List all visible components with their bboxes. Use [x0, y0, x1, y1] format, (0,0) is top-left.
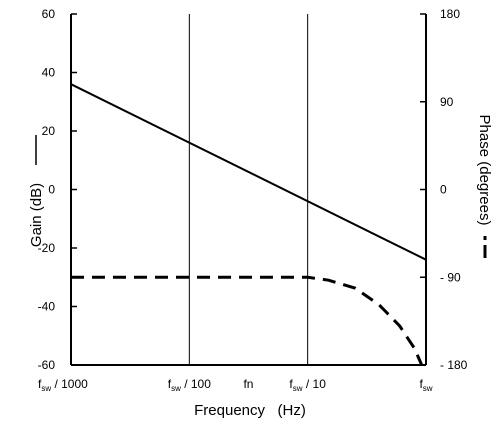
- left-tick-label-1: 40: [42, 66, 56, 80]
- right-axis-title-group: Phase (degrees): [476, 115, 492, 258]
- right-axis-title: Phase (degrees): [476, 115, 492, 226]
- series-layer: [70, 83, 427, 366]
- right-tick-label-1: 90: [440, 95, 454, 109]
- tick-labels: 60 40 20 0 -20 -40 -60 180 90 0 - 90 - 180 fsw / 100…: [38, 7, 468, 393]
- left-tick-label-3: 0: [48, 183, 55, 197]
- axes: [70, 13, 427, 366]
- right-tick-label-0: 180: [440, 7, 460, 21]
- left-tick-label-4: -20: [38, 241, 56, 255]
- x-axis-title: Frequency (Hz): [194, 402, 306, 419]
- gridlines: [188, 14, 309, 365]
- left-axis-title-group: Gain (dB): [28, 135, 45, 247]
- phase-series-line: [71, 275, 424, 366]
- left-tick-label-5: -40: [38, 300, 56, 314]
- x-tick-label-2: fn: [243, 377, 253, 391]
- x-tick-label-3: fsw / 10: [289, 377, 326, 393]
- left-tick-label-2: 20: [42, 124, 56, 138]
- x-tick-label-4: fsw: [419, 377, 432, 393]
- right-tick-label-3: - 90: [440, 270, 461, 284]
- left-axis-title: Gain (dB): [28, 183, 45, 247]
- left-tick-label-0: 60: [42, 7, 56, 21]
- x-tick-label-1: fsw / 100: [168, 377, 211, 393]
- gain-series-line: [70, 83, 427, 261]
- left-tick-label-6: -60: [38, 358, 56, 372]
- right-tick-label-4: - 180: [440, 358, 468, 372]
- right-tick-label-2: 0: [440, 183, 447, 197]
- x-tick-label-0: fsw / 1000: [38, 377, 88, 393]
